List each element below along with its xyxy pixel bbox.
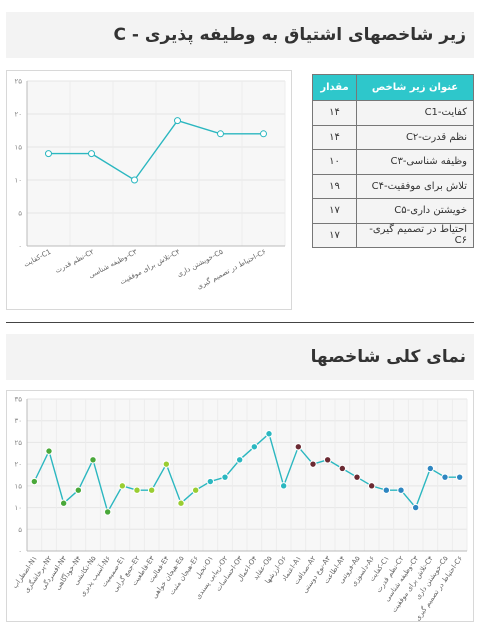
row-value: ۱۰ [312, 149, 357, 175]
table-row: احتیاط در تصمیم گیری-C۶ ۱۷ [312, 222, 474, 248]
data-point [294, 443, 303, 451]
data-point [217, 130, 224, 138]
y-tick-label: ۵ [18, 210, 22, 218]
data-point [177, 499, 185, 507]
data-point [455, 473, 464, 481]
row-value: ۱۷ [312, 222, 357, 248]
column-header-name: عنوان زیر شاخص [356, 74, 474, 101]
data-point [88, 150, 95, 158]
subindices-line-chart: ۰ ۵ ۱۰ ۱۵ ۲۰ ۲۵ کفایت-C1 نظم قدرت-C۲ وظیفه شناسی… [6, 70, 292, 310]
data-point [265, 430, 273, 438]
y-tick-label: ۲۰ [14, 111, 22, 119]
data-point [45, 447, 53, 455]
data-point [441, 473, 449, 481]
row-name: تلاش برای موفقیت-C۴ [356, 173, 474, 199]
data-point [250, 443, 259, 451]
table-row: تلاش برای موفقیت-C۴ ۱۹ [312, 173, 474, 199]
y-tick-label: ۲۰ [14, 461, 22, 469]
row-name: خویشتن داری-C۵ [356, 198, 474, 224]
data-point [118, 482, 127, 490]
row-name: احتیاط در تصمیم گیری-C۶ [356, 222, 474, 248]
y-tick-label: ۳۰ [14, 417, 22, 425]
y-tick-label: ۱۰ [14, 504, 22, 512]
y-tick-label: ۱۰ [14, 177, 22, 185]
y-tick-label: ۱۵ [14, 144, 22, 152]
row-value: ۱۴ [312, 100, 357, 126]
y-tick-label: ۲۵ [14, 439, 22, 447]
data-point [131, 176, 138, 184]
x-category-label: کفایت-C1 [22, 248, 52, 269]
data-point [353, 473, 361, 481]
data-point [426, 464, 435, 473]
data-point [89, 456, 97, 464]
data-point [59, 499, 68, 507]
y-tick-label: ۲۵ [14, 78, 22, 86]
data-point [191, 486, 200, 494]
data-point [174, 117, 181, 125]
table-header-row: عنوان زیر شاخص مقدار [312, 74, 474, 101]
section-title-overview: نمای کلی شاخصها [6, 334, 474, 380]
data-point [206, 477, 215, 486]
row-value: ۱۷ [312, 198, 357, 224]
data-point [397, 486, 405, 494]
data-point [279, 482, 288, 490]
data-point [103, 508, 112, 516]
overview-chart-svg: ۰۵۱۰۱۵۲۰۲۵۳۰۳۵اضطراب-N۱پرخاشگری-N۲افسردگ… [11, 396, 468, 621]
row-value: ۱۹ [312, 173, 357, 199]
data-point [30, 477, 39, 486]
y-tick-label: ۰ [18, 548, 22, 556]
data-point [367, 482, 376, 490]
data-point [221, 473, 229, 481]
data-point [382, 486, 391, 494]
row-name: وظیفه شناسی-C۳ [356, 149, 474, 175]
data-point [323, 456, 332, 464]
y-tick-label: ۱۵ [14, 482, 22, 490]
x-category-label: احتیاط در تصمیم گیری-C۶ [195, 247, 267, 291]
overview-line-chart: ۰ ۵ ۱۰ ۱۵ ۲۰ ۲۵ ۳۰ ۳۵ اضطراب-N۱ پرخاشگری-N۲ افسردگ… [6, 390, 474, 622]
table-row: وظیفه شناسی-C۳ ۱۰ [312, 149, 474, 175]
data-point [133, 486, 141, 494]
data-point [309, 460, 317, 468]
series-line [48, 119, 264, 181]
y-tick-label: ۵ [18, 526, 22, 534]
table-row: کفایت-C1 ۱۴ [312, 100, 474, 126]
section-divider [6, 322, 474, 323]
table-row: نظم قدرت-C۲ ۱۴ [312, 124, 474, 150]
y-tick-label: ۳۵ [14, 396, 22, 404]
subindices-table: عنوان زیر شاخص مقدار کفایت-C1 ۱۴ نظم قدرت… [312, 74, 474, 248]
row-name: کفایت-C1 [356, 100, 474, 126]
data-point [260, 130, 267, 138]
row-name: نظم قدرت-C۲ [356, 124, 474, 150]
data-point [162, 460, 171, 468]
column-header-value: مقدار [312, 74, 357, 101]
section-title-subindices: زیر شاخصهای اشتیاق به وطیفه پذیری - C [6, 12, 474, 58]
data-point [45, 150, 52, 158]
row-value: ۱۴ [312, 124, 357, 150]
data-point [338, 464, 347, 473]
data-point [147, 486, 156, 494]
data-point [74, 486, 83, 494]
data-point [235, 456, 244, 464]
data-point [411, 503, 420, 512]
y-tick-label: ۰ [18, 243, 22, 251]
table-row: خویشتن داری-C۵ ۱۷ [312, 198, 474, 224]
